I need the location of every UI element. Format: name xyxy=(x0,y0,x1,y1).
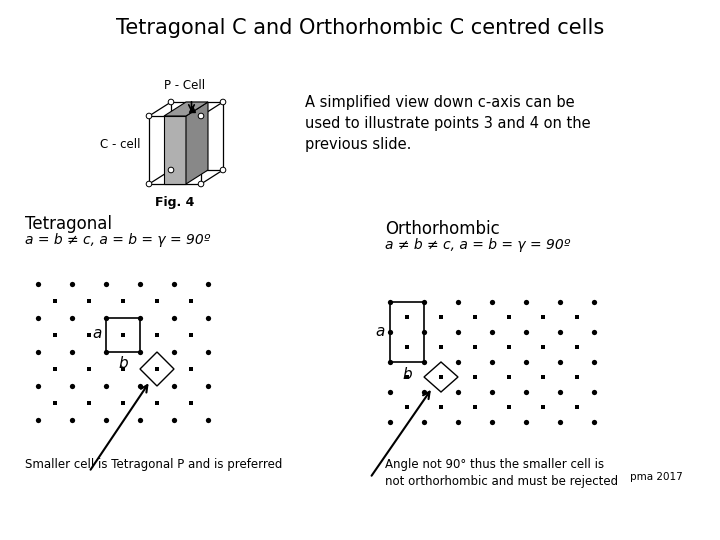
Circle shape xyxy=(168,167,174,173)
Text: A simplified view down c-axis can be
used to illustrate points 3 and 4 on the
pr: A simplified view down c-axis can be use… xyxy=(305,95,590,152)
Circle shape xyxy=(146,181,152,187)
Text: Angle not 90° thus the smaller cell is
not orthorhombic and must be rejected: Angle not 90° thus the smaller cell is n… xyxy=(385,458,618,488)
Circle shape xyxy=(198,181,204,187)
Text: b: b xyxy=(118,356,128,371)
Bar xyxy=(106,318,140,352)
Text: P - Cell: P - Cell xyxy=(164,79,206,92)
Text: a ≠ b ≠ c, a = b = γ = 90º: a ≠ b ≠ c, a = b = γ = 90º xyxy=(385,238,570,252)
Text: Tetragonal C and Orthorhombic C centred cells: Tetragonal C and Orthorhombic C centred … xyxy=(116,18,604,38)
Polygon shape xyxy=(164,102,208,116)
Text: C - cell: C - cell xyxy=(101,138,141,152)
Polygon shape xyxy=(164,116,186,184)
Bar xyxy=(390,302,424,362)
Text: a: a xyxy=(376,325,385,340)
Text: Fig. 4: Fig. 4 xyxy=(156,196,194,209)
Text: Orthorhombic: Orthorhombic xyxy=(385,220,500,238)
Circle shape xyxy=(198,113,204,119)
Text: a: a xyxy=(93,326,102,341)
Text: pma 2017: pma 2017 xyxy=(630,472,683,482)
Polygon shape xyxy=(186,102,208,184)
Circle shape xyxy=(146,113,152,119)
Circle shape xyxy=(220,99,226,105)
Circle shape xyxy=(168,99,174,105)
Text: Smaller cell is Tetragonal P and is preferred: Smaller cell is Tetragonal P and is pref… xyxy=(25,458,282,471)
Text: b: b xyxy=(402,367,412,382)
Text: Tetragonal: Tetragonal xyxy=(25,215,112,233)
Text: a = b ≠ c, a = b = γ = 90º: a = b ≠ c, a = b = γ = 90º xyxy=(25,233,210,247)
Circle shape xyxy=(220,167,226,173)
